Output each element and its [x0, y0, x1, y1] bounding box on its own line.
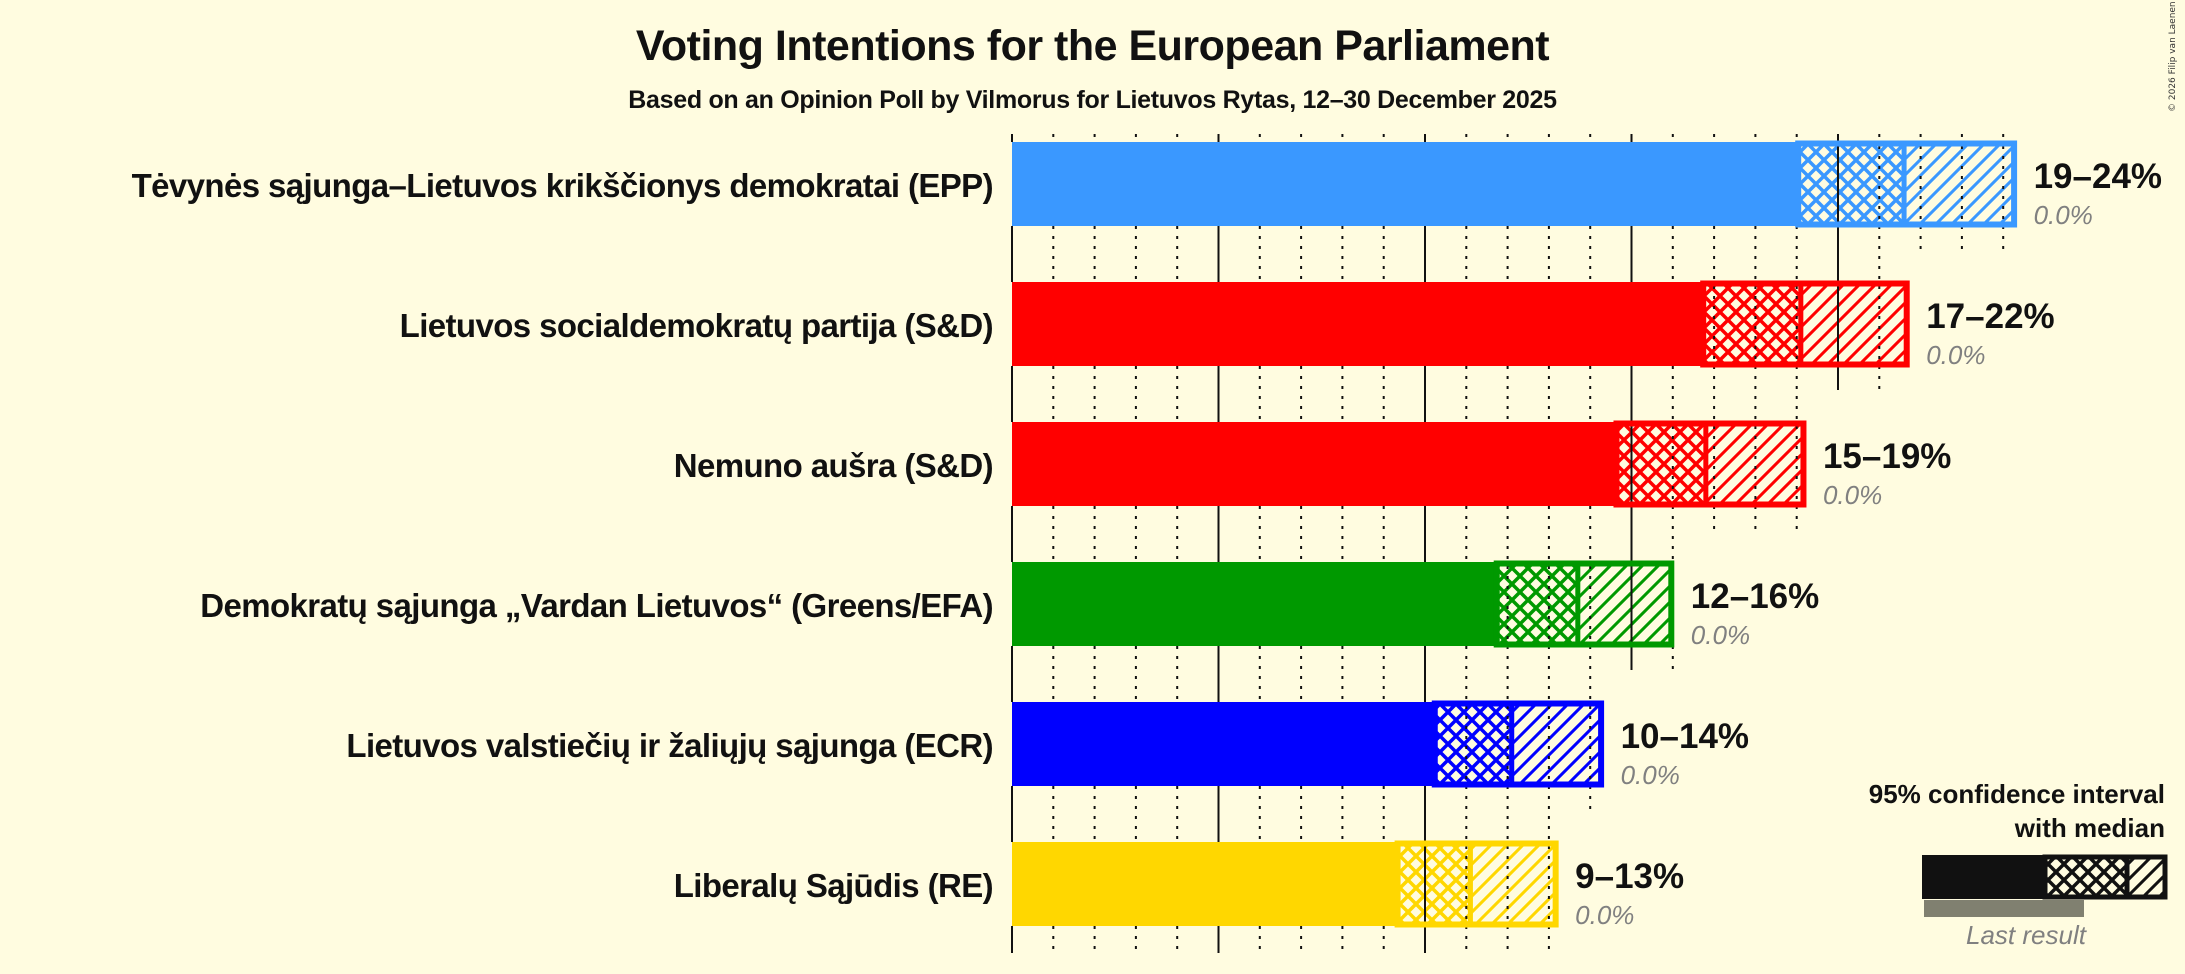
- bar-greens-efa: [1012, 560, 1675, 648]
- party-label: Lietuvos valstiečių ir žaliųjų sąjunga (…: [346, 727, 993, 764]
- bar-re: [1012, 840, 1559, 928]
- legend-title-line1: 95% confidence interval: [1868, 779, 2165, 809]
- gridlines: [1011, 134, 2005, 953]
- range-label: 9–13%: [1575, 857, 1685, 896]
- range-label: 12–16%: [1690, 577, 1820, 616]
- chart-title: Voting Intentions for the European Parli…: [635, 22, 1550, 70]
- last-result-label: 0.0%: [1926, 340, 1986, 370]
- party-label: Demokratų sąjunga „Vardan Lietuvos“ (Gre…: [200, 587, 993, 624]
- bar-ecr: [1012, 700, 1605, 788]
- range-label: 10–14%: [1620, 717, 1750, 756]
- range-label: 15–19%: [1822, 437, 1952, 476]
- bar-s-d: [1012, 420, 1807, 508]
- last-result-label: 0.0%: [1822, 480, 1883, 510]
- chart-subtitle: Based on an Opinion Poll by Vilmorus for…: [628, 86, 1557, 114]
- bar-s-d: [1012, 280, 1910, 368]
- last-result-label: 0.0%: [2033, 200, 2093, 230]
- legend-title: 95% confidence interval with median: [1869, 777, 2165, 845]
- party-label: Liberalų Sąjūdis (RE): [673, 867, 994, 904]
- legend-last-result-label: Last result: [1966, 920, 2086, 950]
- range-label: 17–22%: [1926, 297, 2055, 336]
- legend-title-line2: with median: [2014, 813, 2165, 843]
- party-label: Lietuvos socialdemokratų partija (S&D): [399, 307, 994, 344]
- party-label: Nemuno aušra (S&D): [673, 447, 994, 484]
- bar-epp: [1012, 140, 2018, 228]
- party-label: Tėvynės sąjunga–Lietuvos krikščionys dem…: [131, 167, 994, 204]
- last-result-label: 0.0%: [1620, 760, 1680, 790]
- range-label: 19–24%: [2033, 157, 2163, 196]
- last-result-label: 0.0%: [1690, 620, 1751, 650]
- last-result-label: 0.0%: [1575, 900, 1635, 930]
- legend-swatch: [1922, 854, 2168, 917]
